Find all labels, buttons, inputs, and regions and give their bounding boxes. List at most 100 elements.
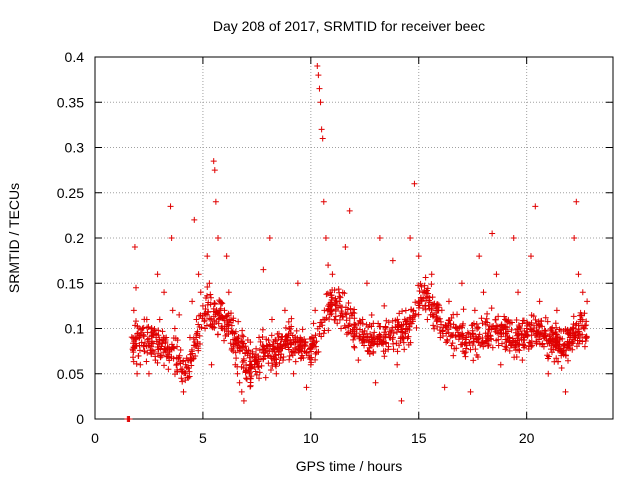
data-point [485,326,492,333]
data-point [314,63,321,70]
data-point [448,332,455,339]
data-point [260,346,267,353]
data-point [328,302,335,309]
data-point [370,349,377,356]
data-point [346,207,353,214]
data-point [428,281,435,288]
data-point [392,324,399,331]
data-point [512,339,519,346]
data-point [289,352,296,359]
data-point [539,340,546,347]
data-point [275,334,282,341]
data-point [399,334,406,341]
data-point [524,320,531,327]
data-point [134,370,141,377]
data-point [316,85,323,92]
data-point [130,354,137,361]
data-point [579,322,586,329]
data-point [365,339,372,346]
data-point [251,357,258,364]
data-point [189,298,196,305]
data-point [273,370,280,377]
data-point [564,357,571,364]
data-point [215,235,222,241]
data-point [176,311,183,318]
data-point [261,353,268,360]
data-point [207,294,214,301]
data-point [480,289,487,296]
data-point [195,321,202,328]
data-point [394,361,401,368]
data-point [326,316,333,323]
data-point [415,302,422,309]
data-point [395,319,402,326]
data-point [381,353,388,360]
data-point [268,355,275,362]
data-point [324,290,331,297]
data-point [400,339,407,346]
data-point [424,316,431,323]
data-point [299,326,306,333]
data-point [377,323,384,330]
data-point [523,331,530,338]
data-point [282,333,289,340]
y-tick-label: 0.3 [65,140,85,156]
data-point [282,343,289,350]
data-point [483,315,490,322]
data-point [549,324,556,331]
data-point [151,326,158,333]
data-point [188,348,195,355]
data-point [489,344,496,351]
data-point [240,355,247,362]
data-point [301,341,308,348]
data-point [171,325,178,332]
data-point [195,271,202,278]
data-point [345,300,352,307]
data-point [492,328,499,335]
data-point [519,357,526,364]
data-point [209,324,216,331]
data-point [469,330,476,337]
data-point [310,320,317,327]
data-point [274,344,281,351]
data-point [174,366,181,373]
data-point [428,271,435,278]
data-point [221,337,228,344]
data-point [190,355,197,362]
data-point [386,334,393,341]
data-point [498,333,505,340]
data-point [460,306,467,313]
data-point [576,328,583,335]
data-point [576,337,583,344]
data-point [385,319,392,326]
data-point [133,335,140,342]
data-point [164,343,171,350]
data-point [562,352,569,359]
data-point [394,348,401,355]
data-point [277,342,284,349]
data-point [233,335,240,342]
data-point [542,332,549,339]
data-point [527,326,534,333]
data-point [332,313,339,320]
data-point [568,339,575,346]
data-point [366,344,373,351]
data-point [340,314,347,321]
data-point [315,348,322,355]
data-point [382,324,389,331]
data-point [582,338,589,345]
data-point [143,358,150,365]
data-point [390,340,397,347]
data-point [318,126,325,133]
data-point [293,327,300,334]
data-point [206,280,213,287]
data-point [267,366,274,373]
x-tick-label: 0 [91,430,99,446]
data-point [390,330,397,337]
data-point [255,356,262,363]
data-point [514,326,521,333]
data-point [307,336,314,343]
data-point [368,338,375,345]
data-point [415,253,422,260]
